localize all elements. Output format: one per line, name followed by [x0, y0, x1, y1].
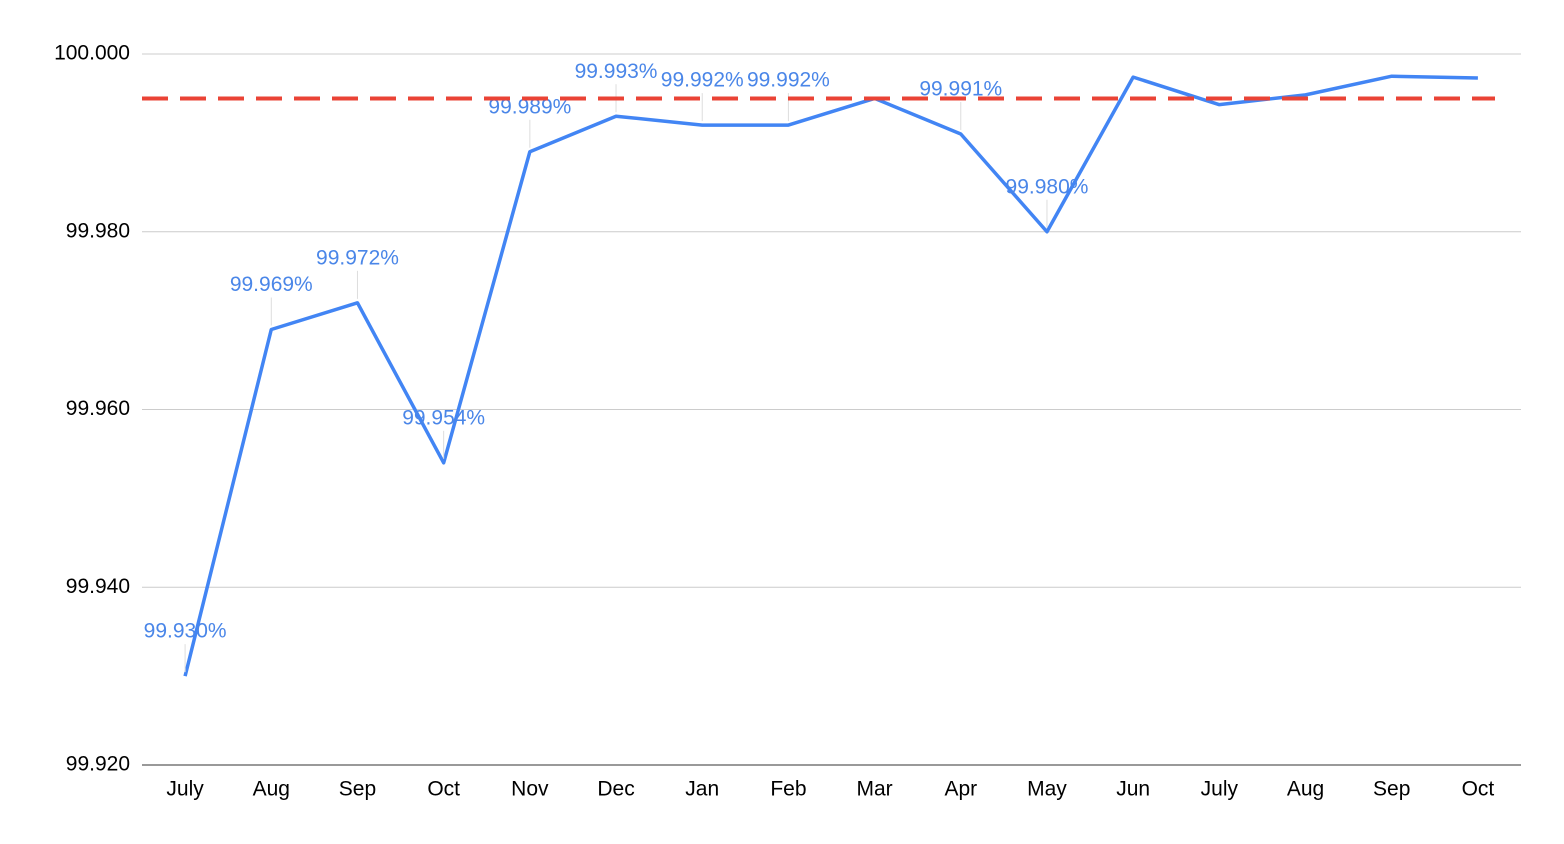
- y-tick-label: 99.940: [66, 575, 130, 598]
- x-tick-label: Dec: [597, 778, 634, 801]
- y-tick-label: 100.000: [54, 42, 130, 65]
- x-tick-label: Aug: [253, 778, 290, 801]
- value-label: 99.992%: [747, 69, 830, 92]
- value-label: 99.930%: [144, 620, 227, 643]
- x-tick-label: Nov: [511, 778, 549, 801]
- x-tick-label: Oct: [427, 778, 460, 801]
- x-tick-label: Apr: [944, 778, 977, 801]
- value-label: 99.991%: [919, 78, 1002, 101]
- value-label: 99.989%: [488, 95, 571, 118]
- x-tick-label: May: [1027, 778, 1067, 801]
- x-tick-label: Sep: [339, 778, 376, 801]
- x-tick-label: Aug: [1287, 778, 1324, 801]
- value-label: 99.980%: [1006, 175, 1089, 198]
- data-line: [183, 74, 1478, 677]
- value-label: 99.954%: [402, 406, 485, 429]
- x-tick-label: Oct: [1462, 778, 1495, 801]
- y-tick-label: 99.980: [66, 219, 130, 242]
- y-tick-label: 99.960: [66, 397, 130, 420]
- value-label: 99.969%: [230, 273, 313, 296]
- value-label: 99.972%: [316, 246, 399, 269]
- x-tick-label: Sep: [1373, 778, 1410, 801]
- value-label: 99.992%: [661, 69, 744, 92]
- x-tick-label: July: [1201, 778, 1239, 801]
- x-tick-label: July: [166, 778, 204, 801]
- x-tick-label: Jan: [685, 778, 719, 801]
- x-tick-label: Feb: [770, 778, 806, 801]
- x-tick-label: Mar: [857, 778, 893, 801]
- x-tick-label: Jun: [1116, 778, 1150, 801]
- value-label: 99.993%: [575, 60, 658, 83]
- y-tick-label: 99.920: [66, 753, 130, 776]
